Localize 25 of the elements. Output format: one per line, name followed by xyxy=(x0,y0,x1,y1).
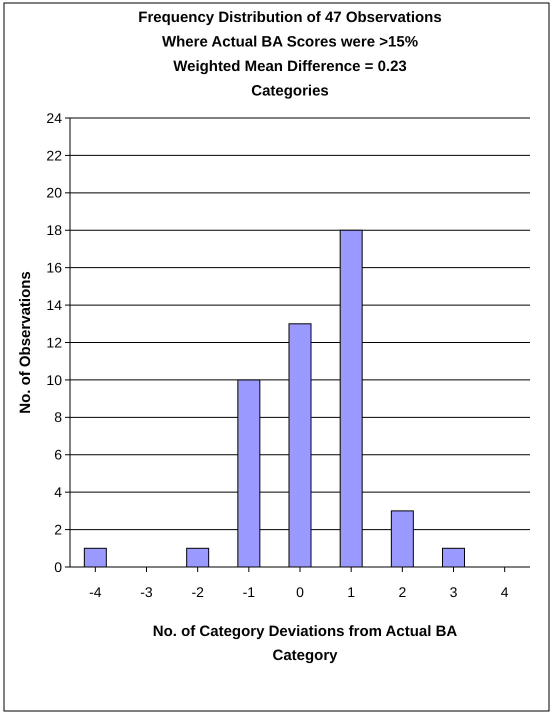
y-axis-title: No. of Observations xyxy=(17,271,34,414)
x-tick-label: -3 xyxy=(140,584,153,600)
y-tick-label: 18 xyxy=(46,222,62,238)
y-tick-label: 10 xyxy=(46,372,62,388)
x-tick-label: 1 xyxy=(347,584,356,600)
y-tick-label: 12 xyxy=(46,334,62,350)
y-tick-label: 14 xyxy=(46,296,62,313)
y-tick-label: 0 xyxy=(54,558,62,575)
x-tick-label: -2 xyxy=(191,584,204,600)
x-axis-title: No. of Category Deviations from Actual BA Category xyxy=(152,623,458,664)
y-tick-label: 4 xyxy=(54,484,62,500)
y-tick-label: 6 xyxy=(54,446,62,463)
x-tick-label: 2 xyxy=(398,584,406,600)
y-tick-label: 16 xyxy=(46,260,62,276)
y-tick-label: 24 xyxy=(46,110,62,126)
x-tick-label: -1 xyxy=(242,584,256,600)
y-tick-label: 22 xyxy=(46,147,62,164)
x-tick-label: 3 xyxy=(450,584,458,600)
chart-title: Frequency Distribution of 47 Observations Where Actual BA Scores were >15% Weighted Mean Difference = 0.23 Categories xyxy=(138,9,442,100)
y-tick-label: 2 xyxy=(54,521,62,538)
y-tick-label: 8 xyxy=(54,409,62,426)
x-tick-label: 4 xyxy=(500,584,509,600)
y-tick-label: 20 xyxy=(46,184,62,201)
x-tick-label: 0 xyxy=(296,584,304,600)
x-tick-label: -4 xyxy=(89,584,102,600)
